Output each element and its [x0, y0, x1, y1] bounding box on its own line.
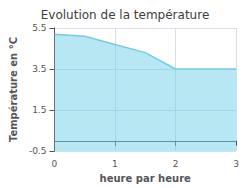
svg-text:1: 1	[112, 159, 118, 169]
svg-text:Température en °C: Température en °C	[8, 37, 19, 142]
svg-text:Evolution de la température: Evolution de la température	[41, 8, 210, 22]
svg-text:3.5: 3.5	[32, 64, 46, 74]
svg-text:0: 0	[52, 159, 58, 169]
svg-text:heure par heure: heure par heure	[100, 173, 191, 184]
svg-text:2: 2	[173, 159, 179, 169]
svg-text:-0.5: -0.5	[29, 146, 47, 156]
svg-text:3: 3	[233, 159, 239, 169]
svg-text:5.5: 5.5	[32, 23, 46, 33]
svg-text:1.5: 1.5	[32, 105, 46, 115]
